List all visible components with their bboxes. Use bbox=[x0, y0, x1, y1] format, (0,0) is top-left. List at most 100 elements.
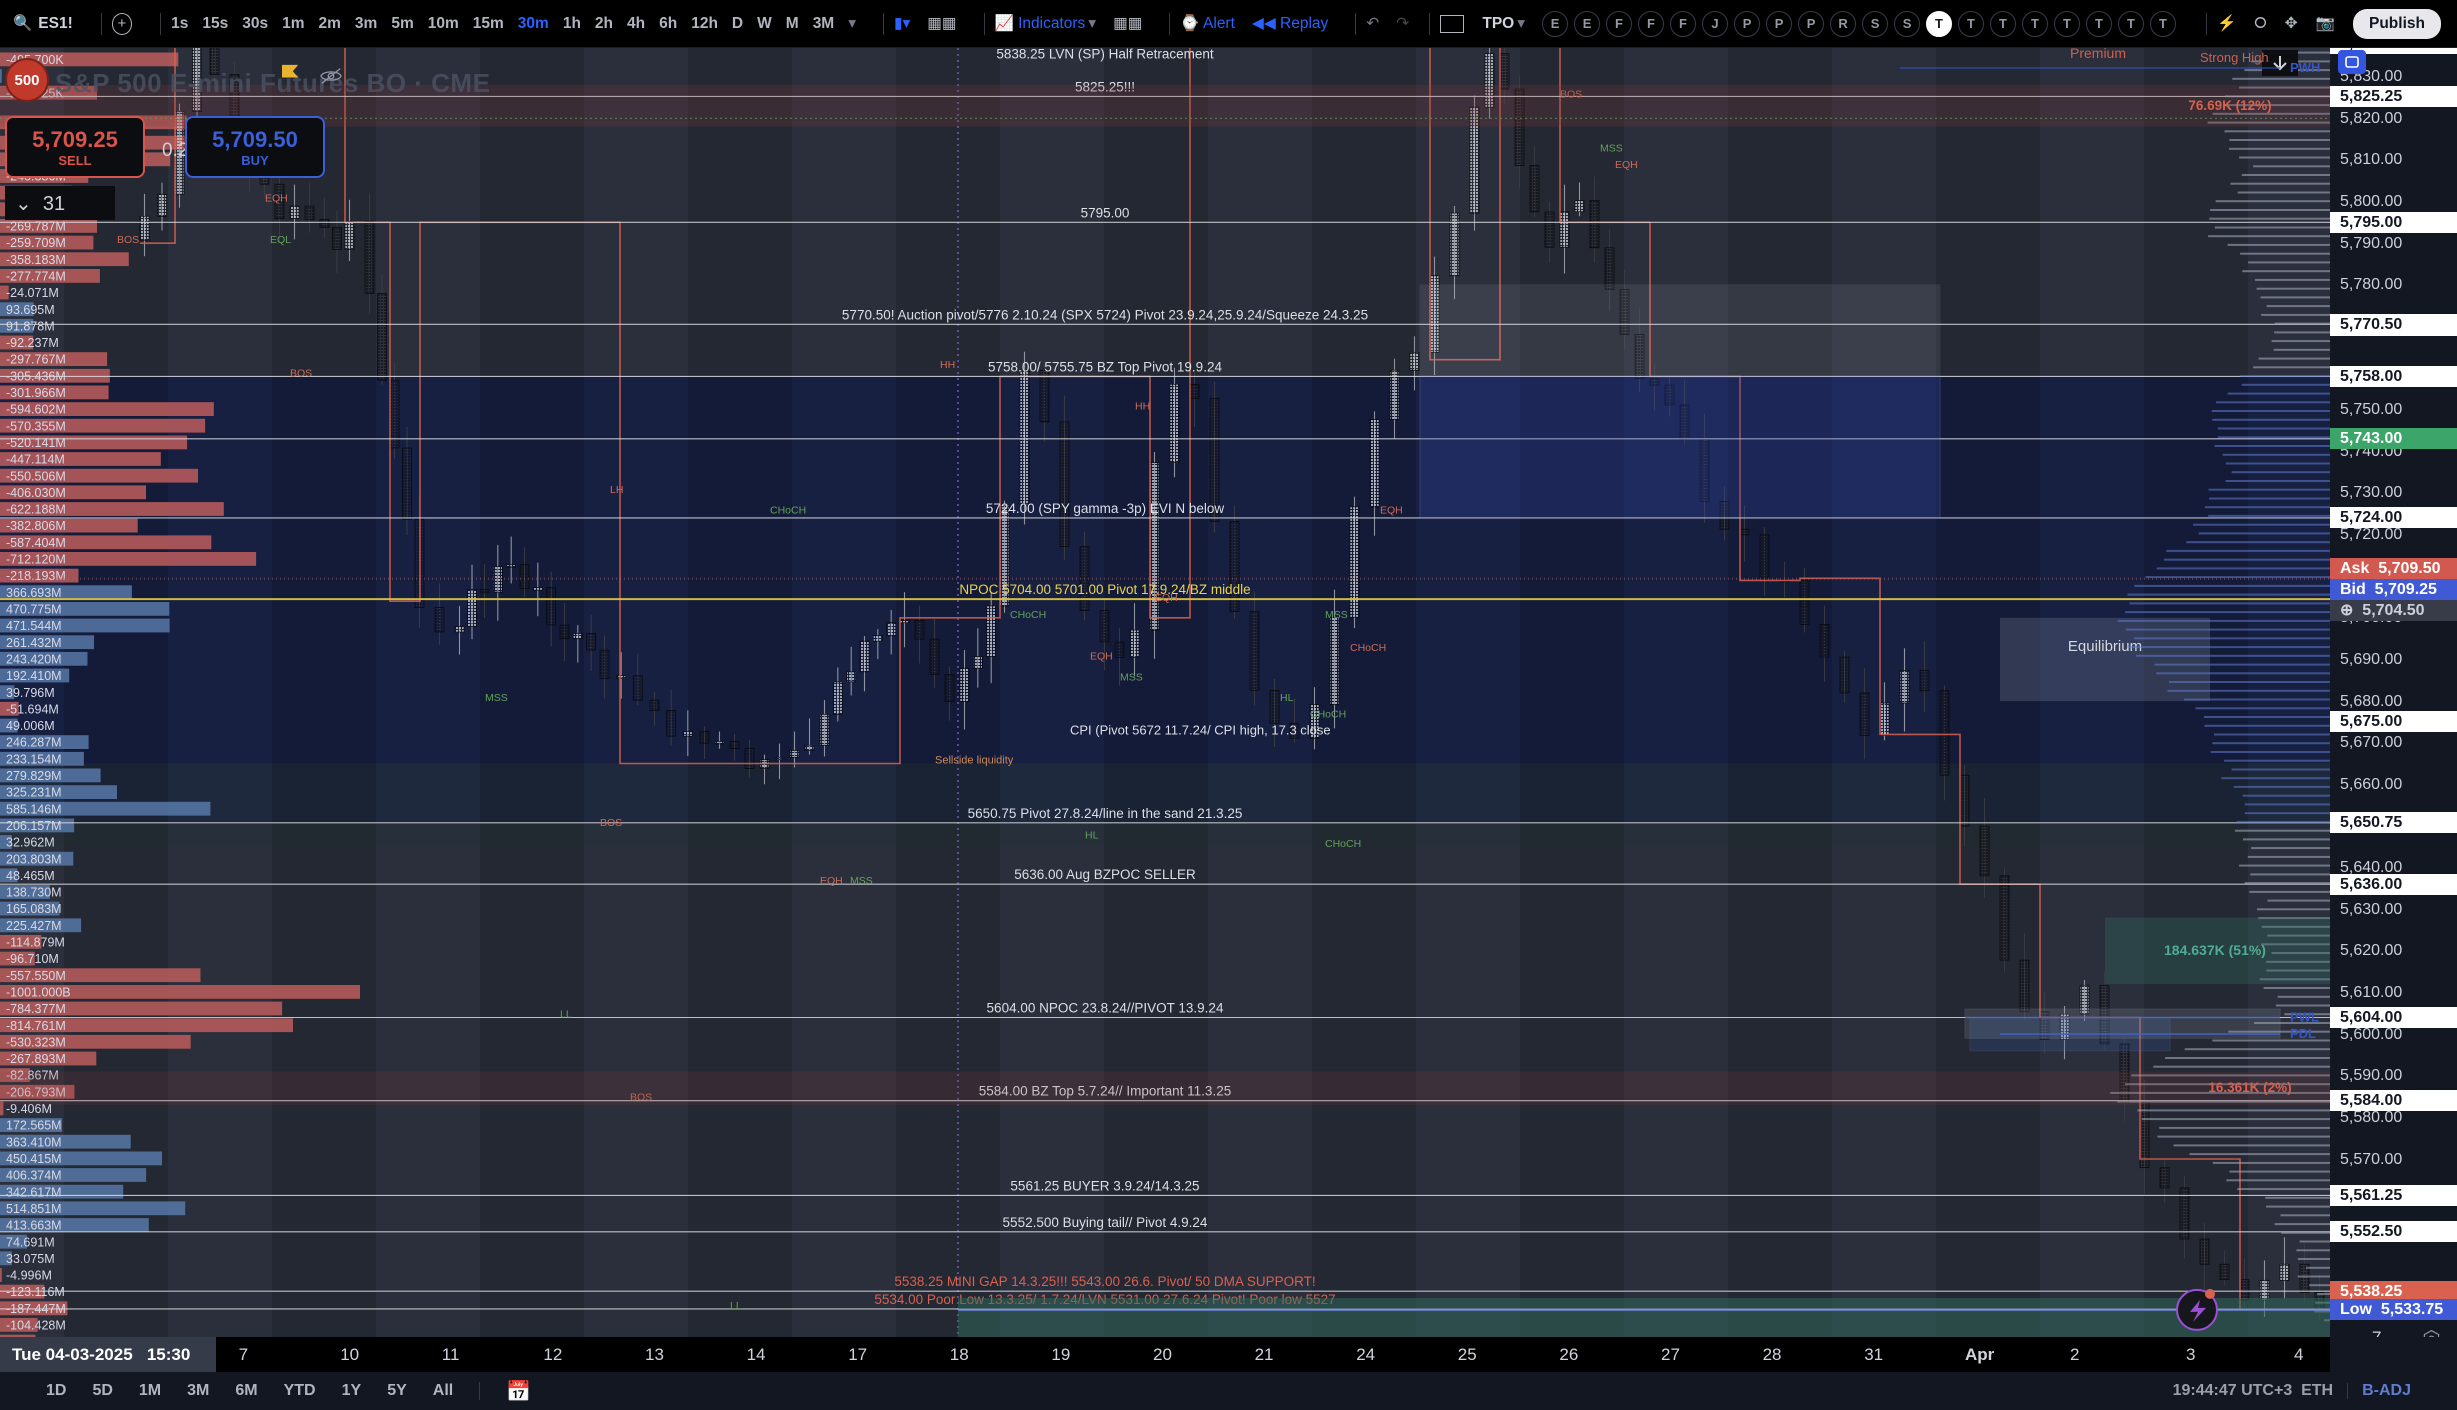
svg-text:PWH: PWH bbox=[2290, 60, 2320, 75]
svg-text:585.146M: 585.146M bbox=[6, 802, 62, 816]
svg-text:225.427M: 225.427M bbox=[6, 919, 62, 933]
svg-text:-92.237M: -92.237M bbox=[6, 336, 59, 350]
svg-text:165.083M: 165.083M bbox=[6, 902, 62, 916]
svg-text:5561.25 BUYER 3.9.24/14.3.25: 5561.25 BUYER 3.9.24/14.3.25 bbox=[1010, 1178, 1199, 1193]
svg-text:-530.323M: -530.323M bbox=[6, 1035, 66, 1049]
svg-text:LH: LH bbox=[610, 484, 623, 496]
svg-text:5770.50! Auction pivot/5776 2.: 5770.50! Auction pivot/5776 2.10.24 (SPX… bbox=[842, 307, 1368, 322]
svg-text:184.637K (51%): 184.637K (51%) bbox=[2164, 942, 2266, 958]
svg-text:Strong High: Strong High bbox=[2200, 50, 2269, 65]
svg-text:206.157M: 206.157M bbox=[6, 819, 62, 833]
svg-text:471.544M: 471.544M bbox=[6, 619, 62, 633]
svg-text:233.154M: 233.154M bbox=[6, 752, 62, 766]
svg-text:-594.602M: -594.602M bbox=[6, 403, 66, 417]
svg-text:5650.75 Pivot 27.8.24/line in: 5650.75 Pivot 27.8.24/line in the sand 2… bbox=[968, 806, 1243, 821]
svg-text:243.420M: 243.420M bbox=[6, 652, 62, 666]
svg-text:279.829M: 279.829M bbox=[6, 769, 62, 783]
svg-text:EQH: EQH bbox=[1155, 592, 1178, 604]
svg-text:NPOC 5704.00 5701.00 Pivot 17.: NPOC 5704.00 5701.00 Pivot 17.9.24/BZ mi… bbox=[959, 582, 1250, 597]
svg-text:325.231M: 325.231M bbox=[6, 786, 62, 800]
svg-text:-51.694M: -51.694M bbox=[6, 702, 59, 716]
svg-text:406.374M: 406.374M bbox=[6, 1169, 62, 1183]
svg-text:CHoCH: CHoCH bbox=[1010, 609, 1046, 621]
svg-text:-557.550M: -557.550M bbox=[6, 969, 66, 983]
svg-text:-301.966M: -301.966M bbox=[6, 386, 66, 400]
svg-text:-259.709M: -259.709M bbox=[6, 236, 66, 250]
svg-text:413.663M: 413.663M bbox=[6, 1219, 62, 1233]
svg-text:CPI (Pivot 5672 11.7.24/ CPI h: CPI (Pivot 5672 11.7.24/ CPI high, 17.3 … bbox=[1070, 722, 1331, 737]
svg-text:-24.071M: -24.071M bbox=[6, 286, 59, 300]
svg-text:-550.506M: -550.506M bbox=[6, 469, 66, 483]
svg-text:MSS: MSS bbox=[1325, 609, 1348, 621]
svg-text:363.410M: 363.410M bbox=[6, 1135, 62, 1149]
svg-text:BOS: BOS bbox=[600, 817, 622, 829]
svg-text:48.465M: 48.465M bbox=[6, 869, 55, 883]
svg-text:450.415M: 450.415M bbox=[6, 1152, 62, 1166]
svg-text:HH: HH bbox=[1135, 401, 1150, 413]
svg-text:-570.355M: -570.355M bbox=[6, 419, 66, 433]
svg-text:MSS: MSS bbox=[850, 875, 873, 887]
svg-text:CHoCH: CHoCH bbox=[770, 505, 806, 517]
svg-text:Sellside liquidity: Sellside liquidity bbox=[935, 755, 1014, 767]
svg-text:Premium: Premium bbox=[2070, 48, 2126, 61]
svg-text:342.617M: 342.617M bbox=[6, 1185, 62, 1199]
svg-text:CHoCH: CHoCH bbox=[1350, 642, 1386, 654]
svg-text:5795.00: 5795.00 bbox=[1081, 205, 1130, 220]
svg-text:-784.377M: -784.377M bbox=[6, 1002, 66, 1016]
svg-text:74.691M: 74.691M bbox=[6, 1235, 55, 1249]
svg-text:33.075M: 33.075M bbox=[6, 1252, 55, 1266]
svg-text:CHoCH: CHoCH bbox=[1310, 709, 1346, 721]
svg-text:-587.404M: -587.404M bbox=[6, 536, 66, 550]
svg-text:-269.787M: -269.787M bbox=[6, 220, 66, 234]
svg-text:HH: HH bbox=[940, 359, 955, 371]
svg-text:EQH: EQH bbox=[1380, 505, 1403, 517]
svg-text:5724.00 (SPY gamma -3p) EVI N: 5724.00 (SPY gamma -3p) EVI N below bbox=[986, 501, 1225, 516]
svg-text:HL: HL bbox=[1085, 830, 1099, 842]
svg-text:-218.193M: -218.193M bbox=[6, 569, 66, 583]
svg-text:MSS: MSS bbox=[1120, 671, 1143, 683]
svg-text:EQH: EQH bbox=[820, 875, 843, 887]
svg-text:BOS: BOS bbox=[117, 234, 139, 246]
svg-text:EQL: EQL bbox=[270, 234, 291, 246]
svg-text:514.851M: 514.851M bbox=[6, 1202, 62, 1216]
svg-text:-123.116M: -123.116M bbox=[6, 1285, 65, 1299]
svg-text:LL: LL bbox=[560, 1009, 572, 1021]
svg-text:-406.030M: -406.030M bbox=[6, 486, 66, 500]
svg-text:PWL: PWL bbox=[2290, 1010, 2319, 1025]
svg-text:LL: LL bbox=[730, 1300, 742, 1312]
svg-text:5636.00 Aug BZPOC SELLER: 5636.00 Aug BZPOC SELLER bbox=[1014, 867, 1196, 882]
svg-text:-114.879M: -114.879M bbox=[6, 936, 65, 950]
svg-text:HL: HL bbox=[1280, 692, 1294, 704]
svg-text:16.361K (2%): 16.361K (2%) bbox=[2208, 1080, 2291, 1095]
svg-text:BOS: BOS bbox=[290, 367, 312, 379]
svg-text:32.962M: 32.962M bbox=[6, 836, 55, 850]
svg-text:246.287M: 246.287M bbox=[6, 736, 62, 750]
svg-text:261.432M: 261.432M bbox=[6, 636, 62, 650]
svg-text:-382.806M: -382.806M bbox=[6, 519, 66, 533]
svg-text:-520.141M: -520.141M bbox=[6, 436, 66, 450]
svg-text:MSS: MSS bbox=[1600, 143, 1623, 155]
svg-text:CHoCH: CHoCH bbox=[1325, 838, 1361, 850]
svg-text:EQH: EQH bbox=[1090, 650, 1113, 662]
svg-text:-622.188M: -622.188M bbox=[6, 503, 66, 517]
svg-text:93.695M: 93.695M bbox=[6, 303, 55, 317]
svg-text:-104.428M: -104.428M bbox=[6, 1319, 66, 1333]
svg-text:5838.25 LVN (SP) Half Retracem: 5838.25 LVN (SP) Half Retracement bbox=[996, 48, 1214, 61]
svg-text:39.796M: 39.796M bbox=[6, 686, 55, 700]
svg-text:EQH: EQH bbox=[265, 193, 288, 205]
svg-text:-267.893M: -267.893M bbox=[6, 1052, 66, 1066]
svg-text:192.410M: 192.410M bbox=[6, 669, 62, 683]
svg-text:203.803M: 203.803M bbox=[6, 852, 62, 866]
svg-text:-297.767M: -297.767M bbox=[6, 353, 66, 367]
svg-text:5538.25 MINI GAP 14.3.25!!! 55: 5538.25 MINI GAP 14.3.25!!! 5543.00 26.6… bbox=[894, 1274, 1315, 1289]
svg-text:-447.114M: -447.114M bbox=[6, 453, 65, 467]
svg-text:366.693M: 366.693M bbox=[6, 586, 62, 600]
svg-text:76.69K (12%): 76.69K (12%) bbox=[2188, 98, 2271, 113]
svg-text:49.006M: 49.006M bbox=[6, 719, 55, 733]
svg-text:-358.183M: -358.183M bbox=[6, 253, 66, 267]
svg-text:-1001.000B: -1001.000B bbox=[6, 986, 71, 1000]
svg-text:470.775M: 470.775M bbox=[6, 603, 62, 617]
svg-text:-96.710M: -96.710M bbox=[6, 952, 59, 966]
svg-text:91.878M: 91.878M bbox=[6, 319, 55, 333]
svg-text:5604.00 NPOC 23.8.24//PIVOT 13: 5604.00 NPOC 23.8.24//PIVOT 13.9.24 bbox=[987, 1001, 1224, 1016]
